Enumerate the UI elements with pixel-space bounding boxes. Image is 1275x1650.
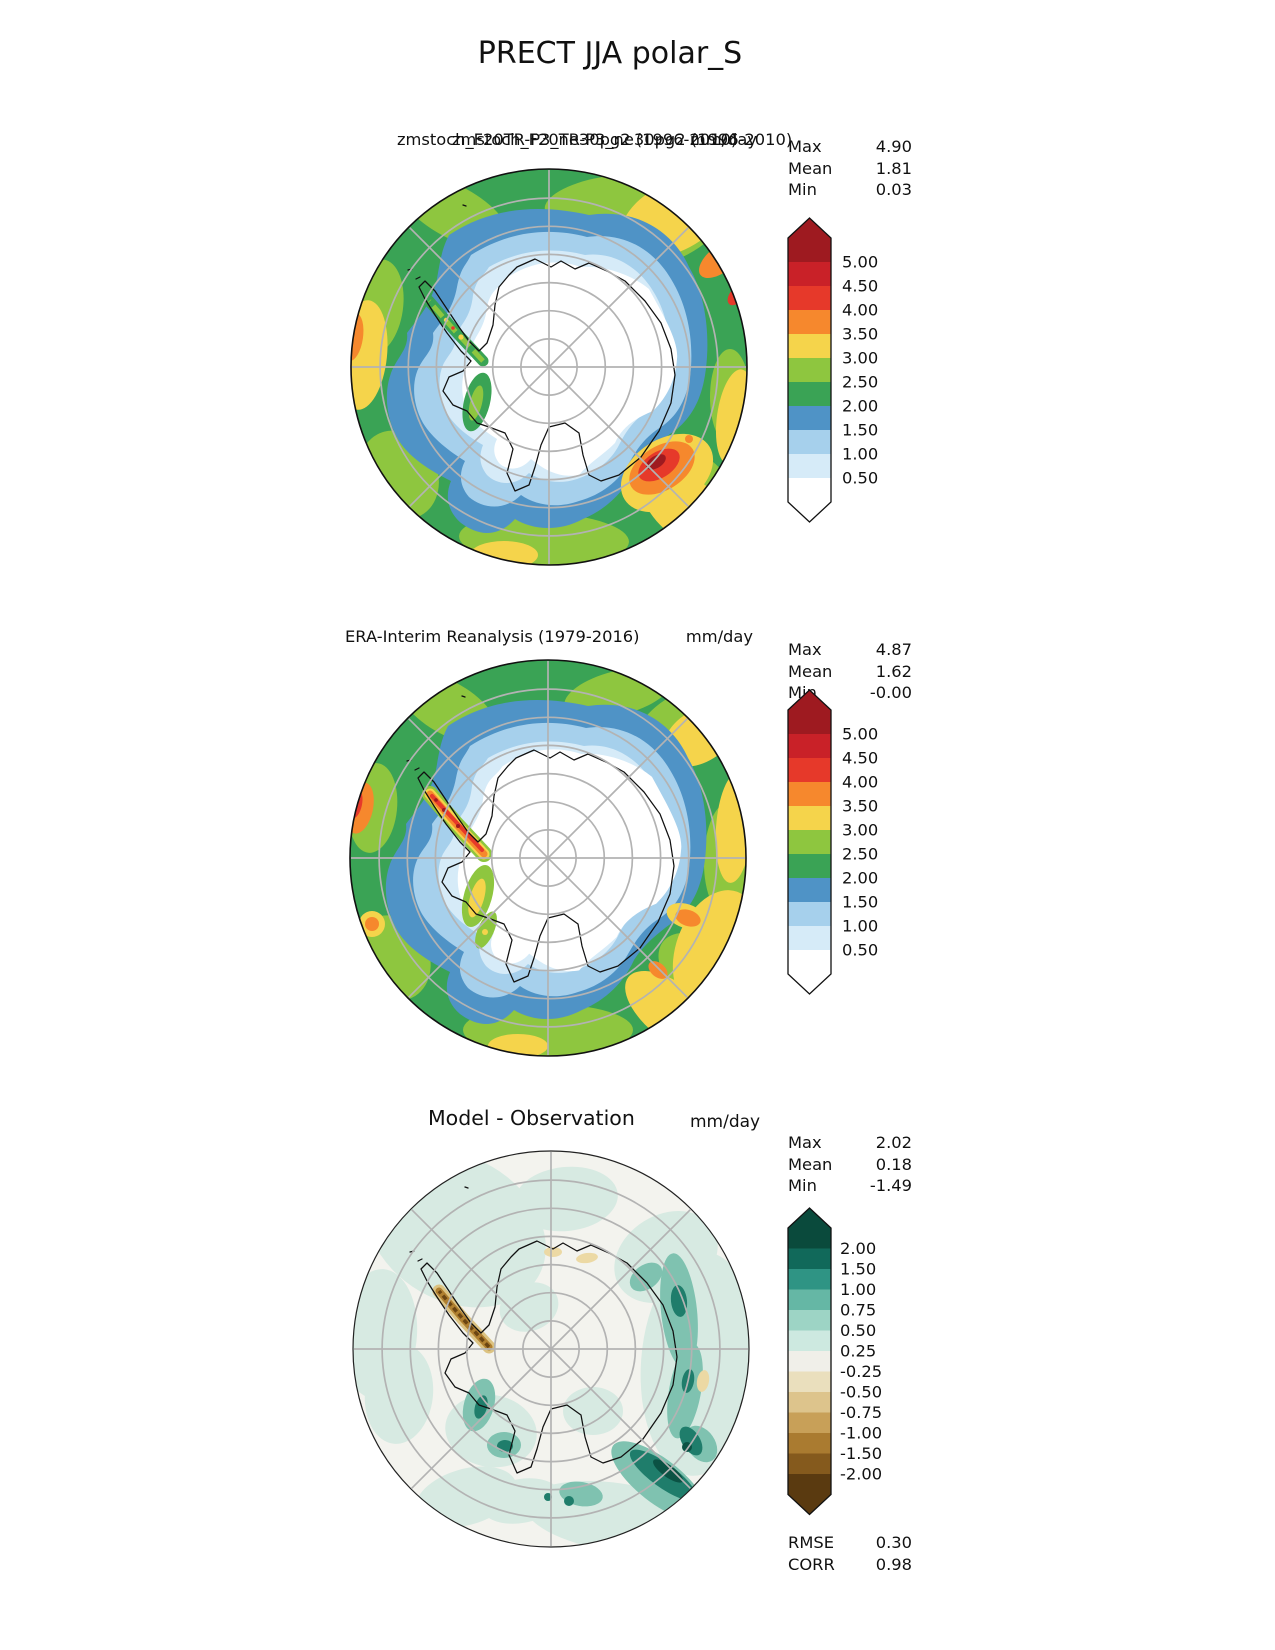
graticule [354, 1152, 748, 1546]
stat-row: Min 0.03 [788, 179, 912, 201]
colorbar-tick-label: -1.50 [840, 1444, 882, 1463]
stat-row: Min -0.00 [788, 682, 912, 704]
colorbar-tick-label: 3.50 [842, 797, 878, 816]
colorbar-tick-label: 2.00 [840, 1239, 876, 1258]
colorbar-tick-label: 2.50 [842, 373, 878, 392]
stat-value: 4.90 [875, 137, 912, 156]
colorbar-tick-label: 4.50 [842, 749, 878, 768]
colorbar-tick-label: -0.75 [840, 1403, 882, 1422]
colorbar-tick-label: 2.00 [842, 397, 878, 416]
coastal-orange-spots [648, 903, 706, 979]
stat-value: -1.49 [869, 1176, 912, 1196]
stat-value: 4.87 [875, 640, 912, 659]
colorbar-tick-label: 1.00 [842, 445, 878, 464]
stat-row: Max 4.90 [788, 136, 912, 158]
colorbar-tick-label: -2.00 [840, 1465, 882, 1484]
stat-row: Max 4.87 [788, 639, 912, 661]
dry-interior-white [462, 262, 678, 476]
stat-value: 1.81 [875, 158, 912, 178]
difference-map [352, 1150, 750, 1548]
peninsula-streaks [423, 295, 492, 432]
panel3-title: Model - Observation [428, 1106, 635, 1130]
precip-colorbar-observation: 5.00 4.50 4.00 3.50 3.00 2.50 2.00 1.50 1.00 0.50 [787, 689, 878, 995]
colorbar-tick-label: 2.50 [842, 845, 878, 864]
metric-value: 0.98 [875, 1554, 912, 1574]
colorbar-tick-label: 5.00 [842, 725, 878, 744]
stat-label: Max [788, 640, 822, 659]
panel1-title: zmstoch_F20TR-P3_ne30pg2 (1996-2010) [397, 130, 738, 149]
peninsula-red-streak [422, 786, 497, 949]
antarctica-coastline [409, 1186, 678, 1474]
tan-spots [544, 1247, 710, 1392]
stat-value: 0.03 [875, 180, 912, 200]
colorbar-tick-label: -0.50 [840, 1383, 882, 1402]
colorbar-tick-label: 2.00 [842, 869, 878, 888]
metric-row: CORR 0.98 [788, 1554, 912, 1576]
colorbar-tick-label: 3.50 [842, 325, 878, 344]
panel1-stats: Max 4.90 Mean 1.81 Min 0.03 [788, 136, 912, 201]
colorbar-tick-label: 1.50 [842, 893, 878, 912]
stat-row: Mean 0.18 [788, 1154, 912, 1176]
stat-row: Min -1.49 [788, 1175, 912, 1197]
panel3-units-label: mm/day [690, 1112, 761, 1132]
map-boundary [352, 1150, 750, 1548]
graticule [352, 170, 746, 564]
stat-value: -0.00 [869, 683, 912, 703]
stat-label: Mean [788, 661, 833, 681]
colorbar-tick-label: 1.00 [842, 917, 878, 936]
colorbar-tick-label: 3.00 [842, 821, 878, 840]
antarctica-coastline [406, 695, 675, 983]
stat-label: Min [788, 180, 817, 200]
panel2-title: ERA-Interim Reanalysis (1979-2016) [345, 627, 640, 646]
observation-map [349, 659, 747, 1057]
stat-label: Mean [788, 1154, 833, 1174]
colorbar-tick-label: 4.00 [842, 301, 878, 320]
stat-label: Mean [788, 158, 833, 178]
metric-label: RMSE [788, 1533, 834, 1552]
figure-title: PRECT JJA polar_S [477, 36, 743, 71]
colorbar-tick-label: 1.50 [840, 1260, 876, 1279]
stat-value: 1.62 [875, 661, 912, 681]
colorbar-tick-label: 4.00 [842, 773, 878, 792]
colorbar-tick-label: 3.00 [842, 349, 878, 368]
stat-label: Max [788, 1133, 822, 1152]
stat-row: Max 2.02 [788, 1132, 912, 1154]
metric-label: CORR [788, 1554, 835, 1574]
stat-value: 0.18 [875, 1154, 912, 1174]
stat-row: Mean 1.62 [788, 661, 912, 683]
map-boundary [349, 659, 747, 1057]
panel3-stats: Max 2.02 Mean 0.18 Min -1.49 [788, 1132, 912, 1197]
colorbar-tick-label: 0.25 [840, 1342, 876, 1361]
panel2-units-label: mm/day [685, 627, 753, 646]
colorbar-tick-label: 0.50 [842, 941, 878, 960]
graticule [351, 661, 745, 1055]
stat-label: Min [788, 1176, 817, 1196]
colorbar-tick-label: -1.00 [840, 1424, 882, 1443]
colorbar-tick-label: -0.25 [840, 1362, 882, 1381]
difference-colorbar: 2.00 1.501.00 0.750.50 0.25-0.25 -0.50-0.75 -… [787, 1207, 882, 1516]
metric-row: RMSE 0.30 [788, 1532, 912, 1554]
dry-interior-white [457, 749, 682, 972]
map-boundary [350, 168, 748, 566]
precip-colorbar-model: 5.00 4.50 4.00 3.50 3.00 2.50 2.00 1.50 1.00 0.50 [787, 217, 878, 523]
stat-row: Mean 1.81 [788, 158, 912, 180]
colorbar-tick-label: 1.00 [840, 1280, 876, 1299]
colorbar-tick-label: 4.50 [842, 277, 878, 296]
colorbar-tick-label: 0.50 [840, 1321, 876, 1340]
colorbar-tick-label: 5.00 [842, 253, 878, 272]
panel1-title-overlap: zmstoch_F20TR-P3_ne30pg2 (1996-2010) [452, 130, 793, 149]
panel2-stats: Max 4.87 Mean 1.62 Min -0.00 [788, 639, 912, 704]
panel1-units-label: mm/day [689, 130, 757, 149]
peninsula-brown-streak [432, 1284, 496, 1354]
stat-value: 2.02 [875, 1133, 912, 1152]
colorbar-tick-label: 0.50 [842, 469, 878, 488]
antarctica-coastline [407, 204, 676, 492]
colorbar-tick-label: 0.75 [840, 1301, 876, 1320]
panel3-metrics: RMSE 0.30 CORR 0.98 [788, 1532, 912, 1575]
colorbar-tick-label: 1.50 [842, 421, 878, 440]
stat-label: Max [788, 137, 822, 156]
model-map [350, 168, 748, 566]
metric-value: 0.30 [875, 1533, 912, 1552]
